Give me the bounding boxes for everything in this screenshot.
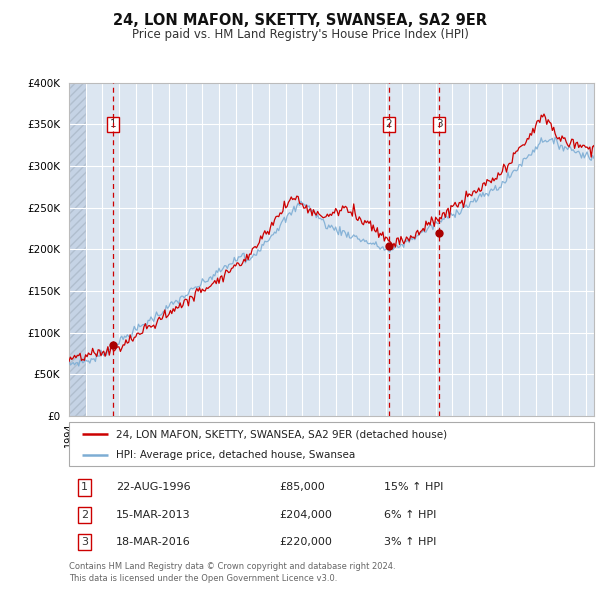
Text: £220,000: £220,000 [279, 537, 332, 547]
Text: £85,000: £85,000 [279, 483, 325, 493]
Text: 3% ↑ HPI: 3% ↑ HPI [384, 537, 436, 547]
Text: 22-AUG-1996: 22-AUG-1996 [116, 483, 191, 493]
Text: 24, LON MAFON, SKETTY, SWANSEA, SA2 9ER: 24, LON MAFON, SKETTY, SWANSEA, SA2 9ER [113, 13, 487, 28]
Text: HPI: Average price, detached house, Swansea: HPI: Average price, detached house, Swan… [116, 450, 355, 460]
Text: Contains HM Land Registry data © Crown copyright and database right 2024.
This d: Contains HM Land Registry data © Crown c… [69, 562, 395, 583]
Text: 1: 1 [81, 483, 88, 493]
Text: 24, LON MAFON, SKETTY, SWANSEA, SA2 9ER (detached house): 24, LON MAFON, SKETTY, SWANSEA, SA2 9ER … [116, 430, 448, 439]
Text: 2: 2 [81, 510, 88, 520]
Text: 15-MAR-2013: 15-MAR-2013 [116, 510, 191, 520]
Text: 18-MAR-2016: 18-MAR-2016 [116, 537, 191, 547]
Text: 2: 2 [386, 119, 392, 129]
FancyBboxPatch shape [69, 422, 594, 466]
Text: Price paid vs. HM Land Registry's House Price Index (HPI): Price paid vs. HM Land Registry's House … [131, 28, 469, 41]
Text: 3: 3 [436, 119, 442, 129]
Text: 15% ↑ HPI: 15% ↑ HPI [384, 483, 443, 493]
Text: £204,000: £204,000 [279, 510, 332, 520]
Text: 3: 3 [81, 537, 88, 547]
Text: 6% ↑ HPI: 6% ↑ HPI [384, 510, 436, 520]
Text: 1: 1 [110, 119, 116, 129]
